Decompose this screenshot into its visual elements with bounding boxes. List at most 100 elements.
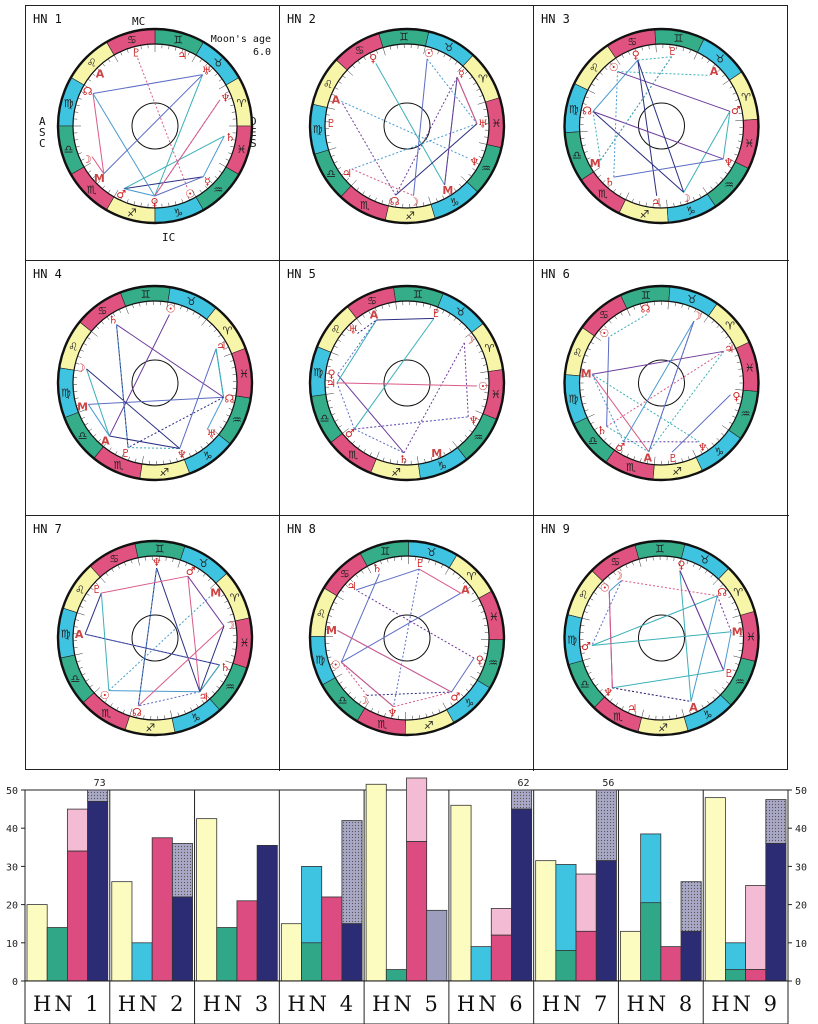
- natal-wheel: ♈ ♉ ♊ ♋ ♌ ♍ ♎ ♏ ♐ ♑ ♒ ♓ ♂ A ♇ ♆ ♀ ♃ ☽ ☊ ☉ M ♄: [563, 284, 760, 482]
- y-tick-label-left: 30: [6, 862, 18, 873]
- zodiac-sign-icon: ♌: [589, 61, 599, 74]
- planet-glyph: A: [710, 65, 719, 78]
- zodiac-sign-icon: ♐: [391, 466, 401, 479]
- planet-glyph: ♆: [469, 414, 479, 427]
- planet-glyph: ☊: [390, 195, 400, 208]
- planet-glyph: ♆: [698, 441, 708, 454]
- zodiac-sign-icon: ♏: [348, 448, 358, 461]
- category-label: HN 1: [33, 992, 102, 1016]
- planet-glyph: ♀: [328, 368, 336, 381]
- planet-glyph: ♂: [345, 427, 355, 440]
- bar: [111, 881, 133, 982]
- aspect-line: [354, 428, 405, 454]
- aspect-line: [336, 382, 355, 430]
- aspect-line: [648, 320, 695, 452]
- aspect-line: [375, 63, 446, 186]
- planet-glyph: ☽: [358, 694, 368, 707]
- planet-glyph: ♄: [108, 314, 118, 327]
- aspect-line: [617, 71, 731, 112]
- planet-glyph: M: [326, 624, 337, 637]
- aspect-line: [137, 58, 188, 189]
- planet-glyph: ☽: [409, 196, 419, 209]
- aspect-line: [206, 397, 224, 430]
- aspect-line: [591, 373, 700, 443]
- zodiac-sign-icon: ♎: [320, 412, 330, 425]
- overflow-value-label: 62: [518, 778, 530, 789]
- zodiac-sign-icon: ♐: [424, 719, 434, 732]
- zodiac-sign-icon: ♈: [237, 97, 247, 110]
- bar: [26, 904, 48, 982]
- zodiac-sign-icon: ♏: [598, 188, 608, 201]
- planet-glyph: ♇: [431, 307, 441, 320]
- bar: [470, 946, 492, 982]
- planet-glyph: ♂: [116, 188, 126, 201]
- zodiac-sign-icon: ♑: [173, 206, 183, 219]
- planet-glyph: ♆: [724, 156, 734, 169]
- zodiac-sign-icon: ♊: [413, 288, 423, 301]
- y-tick-label-left: 20: [6, 901, 18, 912]
- zodiac-sign-icon: ♐: [658, 721, 668, 734]
- aspect-line: [617, 71, 710, 76]
- bar: [704, 797, 726, 982]
- planet-glyph: ♆: [469, 155, 479, 168]
- horoscope-cell: HN 9 ♈ ♉ ♊ ♋ ♌ ♍ ♎ ♏ ♐ ♑ ♒ ♓ ☉ ♂ ♆ ♃ A ♇ M ☊ ♀ ☽: [534, 516, 789, 771]
- category-label: HN 5: [372, 992, 441, 1016]
- zodiac-sign-icon: ♏: [101, 707, 111, 720]
- zodiac-sign-icon: ♍: [568, 393, 578, 406]
- zodiac-sign-icon: ♒: [232, 413, 242, 426]
- category-label: HN 3: [203, 992, 272, 1016]
- axis-label-mc: MC: [132, 15, 146, 28]
- horoscope-cell: HN 4 ♈ ♉ ♊ ♋ ♌ ♍ ♎ ♏ ♐ ♑ ♒ ♓ ☉ ♄ ☽ M A ♇ ♆ ♅ ☊ ♃: [26, 261, 280, 516]
- bar: [595, 860, 617, 982]
- zodiac-sign-icon: ♑: [203, 449, 213, 462]
- aspect-line: [88, 396, 224, 405]
- planet-glyph: ♂: [581, 640, 591, 653]
- planet-glyph: ☽: [692, 310, 702, 323]
- aspect-line: [671, 394, 731, 453]
- zodiac-sign-icon: ♋: [340, 568, 350, 581]
- planet-glyph: ☉: [331, 658, 341, 671]
- planet-glyph: ☊: [582, 104, 592, 117]
- zodiac-sign-icon: ♑: [686, 205, 696, 218]
- aspect-line: [341, 592, 461, 663]
- planet-glyph: ♅: [207, 428, 217, 441]
- zodiac-sign-icon: ♉: [456, 306, 466, 319]
- moon-age-value: 6.0: [252, 47, 271, 58]
- planet-glyph: ♆: [603, 686, 613, 699]
- aspect-line: [154, 99, 221, 197]
- zodiac-sign-icon: ♌: [331, 323, 341, 336]
- y-tick-label-left: 0: [12, 977, 18, 988]
- planet-glyph: ♇: [415, 557, 425, 570]
- overflow-value-label: 73: [94, 778, 106, 789]
- aspect-line: [353, 318, 435, 430]
- planet-glyph: ♆: [221, 92, 231, 105]
- planet-glyph: ☉: [424, 47, 434, 60]
- aspect-line: [413, 58, 428, 196]
- aspect-line: [202, 135, 225, 177]
- zodiac-sign-icon: ♉: [715, 52, 725, 65]
- aspect-line: [337, 374, 405, 454]
- aspect-line: [393, 691, 452, 708]
- aspect-line: [92, 93, 105, 174]
- aspect-line: [723, 631, 732, 671]
- zodiac-sign-icon: ♑: [437, 459, 447, 472]
- bar: [87, 801, 109, 982]
- planet-glyph: ♄: [225, 131, 235, 144]
- aspect-line: [341, 101, 470, 159]
- chart-label: HN 9: [541, 522, 570, 536]
- bar-segment-upper: [765, 799, 787, 844]
- planet-glyph: ☉: [599, 327, 609, 340]
- zodiac-sign-icon: ♒: [474, 431, 484, 444]
- bar-segment-inner: [640, 902, 662, 982]
- horoscope-cell: HN 7 ♈ ♉ ♊ ♋ ♌ ♍ ♎ ♏ ♐ ♑ ♒ ♓ ♄ ☽ M ♂ ♆ ♇ A ☉ ☊ ♃: [26, 516, 280, 771]
- zodiac-sign-icon: ♒: [488, 657, 498, 670]
- aspect-line: [716, 595, 732, 632]
- zodiac-sign-icon: ♉: [213, 57, 223, 70]
- aspect-line: [154, 74, 204, 197]
- aspect-line: [637, 56, 672, 61]
- planet-glyph: ♄: [605, 176, 615, 189]
- bar-segment-upper: [511, 789, 533, 810]
- natal-wheel: ♈ ♉ ♊ ♋ ♌ ♍ ♎ ♏ ♐ ♑ ♒ ♓ ☉ ♄ ☽ M A ♇ ♆ ♅ ☊ ♃: [56, 284, 254, 482]
- zodiac-sign-icon: ♐: [159, 466, 169, 479]
- bar-segment-upper: [745, 885, 767, 970]
